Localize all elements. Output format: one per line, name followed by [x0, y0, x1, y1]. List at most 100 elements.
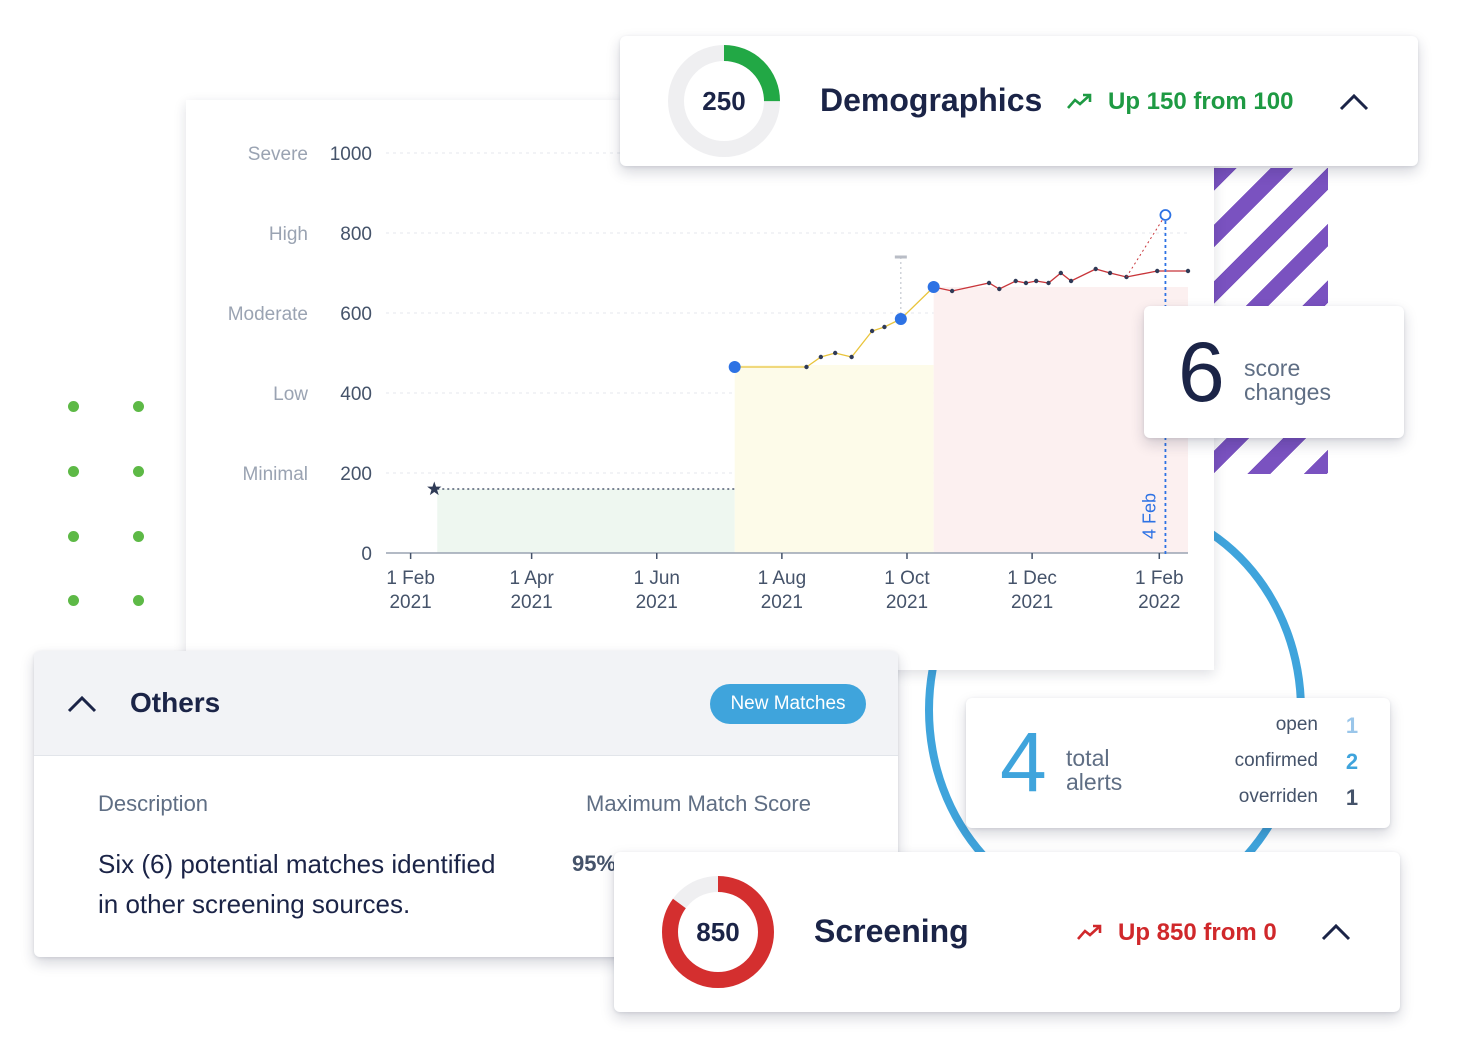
data-point [1034, 278, 1039, 284]
x-tick-label: 1 Oct [884, 568, 930, 589]
others-description-line1: Six (6) potential matches identified [98, 849, 496, 879]
y-level-label: Severe [248, 144, 308, 165]
data-point [1155, 268, 1160, 274]
series-line [734, 286, 935, 368]
x-tick-label: 1 Aug [758, 568, 807, 589]
y-tick-label: 400 [340, 384, 372, 405]
dot [133, 401, 144, 412]
alert-overriden-label: overriden [1238, 786, 1318, 807]
total-alerts-label-line2: alerts [1066, 769, 1123, 795]
chevron-up-icon[interactable] [1320, 922, 1352, 942]
dot [68, 595, 79, 606]
data-point [986, 280, 992, 286]
x-tick-label: 1 Feb [1135, 568, 1184, 589]
max-match-score-value: 95% [572, 851, 617, 876]
x-tick-label: 2021 [1011, 592, 1053, 613]
x-tick-label: 1 Jun [634, 568, 680, 589]
y-tick-label: 800 [340, 224, 372, 245]
y-level-label: Moderate [228, 304, 308, 325]
data-point [882, 324, 887, 330]
total-alerts-label-line1: total [1066, 745, 1110, 771]
data-point [949, 288, 955, 294]
screening-trend: Up 850 from 0 [1118, 919, 1277, 946]
screening-score-value: 850 [696, 917, 740, 947]
marker-connector [1126, 214, 1166, 278]
data-point [804, 364, 809, 370]
start-star-icon [427, 481, 442, 496]
data-point [833, 350, 838, 356]
alert-open-label: open [1275, 714, 1318, 735]
y-level-label: High [269, 224, 308, 245]
y-level-label: Minimal [243, 464, 308, 485]
x-tick-label: 2021 [886, 592, 928, 613]
alert-overriden-value: 1 [1345, 785, 1359, 810]
score-changes-label-line2: changes [1244, 379, 1331, 405]
y-tick-label: 0 [361, 544, 372, 565]
score-band [437, 489, 735, 553]
demographics-title: Demographics [820, 82, 1043, 118]
data-point [1068, 278, 1074, 284]
trend-up-icon [1067, 93, 1092, 109]
x-tick-label: 2021 [761, 592, 803, 613]
data-point [1093, 266, 1098, 272]
data-point [869, 328, 875, 334]
trend-up-icon [1077, 924, 1102, 940]
total-alerts-card: 4 total alerts open 1 confirmed 2 overri… [966, 698, 1390, 828]
highlight-point [894, 313, 907, 325]
score-band [734, 365, 934, 553]
demographics-score-card: 250 Demographics Up 150 from 100 [620, 36, 1418, 166]
data-point [1058, 270, 1064, 276]
chevron-up-icon[interactable] [66, 694, 98, 714]
y-tick-label: 200 [340, 464, 372, 485]
x-tick-label: 1 Dec [1007, 568, 1057, 589]
alert-open-value: 1 [1345, 713, 1359, 738]
score-changes-label-line1: score [1244, 355, 1301, 381]
dot [68, 401, 79, 412]
demographics-score-value: 250 [702, 86, 746, 116]
highlight-point [927, 281, 940, 293]
screening-title: Screening [814, 913, 969, 949]
chevron-up-icon[interactable] [1338, 92, 1370, 112]
x-tick-label: 2021 [636, 592, 678, 613]
highlight-point [728, 361, 741, 373]
alert-confirmed-value: 2 [1345, 749, 1359, 774]
data-point [1023, 280, 1029, 286]
others-description-line2: in other screening sources. [98, 889, 411, 919]
new-matches-badge[interactable]: New Matches [710, 684, 866, 724]
demographics-trend: Up 150 from 100 [1108, 88, 1294, 115]
data-point [1185, 268, 1191, 274]
demographics-score-ring [668, 45, 780, 157]
score-changes-card: 6 score changes [1144, 306, 1404, 438]
dot [133, 466, 144, 477]
total-alerts-count: 4 [1000, 715, 1047, 809]
x-tick-label: 2021 [389, 592, 431, 613]
screening-score-ring [662, 876, 774, 988]
score-history-chart-card: 0 200 400 600 800 1000 Minimal Low Moderate High S… [186, 100, 1214, 670]
x-tick-label: 2022 [1138, 592, 1180, 613]
max-match-score-column-header: Maximum Match Score [586, 791, 811, 816]
description-column-header: Description [98, 791, 209, 816]
data-point [1046, 280, 1051, 286]
alert-confirmed-label: confirmed [1234, 750, 1318, 771]
data-point [1013, 278, 1018, 284]
current-marker-point [1159, 209, 1172, 221]
others-title: Others [130, 687, 221, 718]
dot [68, 466, 79, 477]
data-point [818, 354, 824, 360]
dot [133, 531, 144, 542]
x-tick-label: 2021 [510, 592, 552, 613]
score-changes-count: 6 [1178, 325, 1225, 419]
others-header[interactable]: Others New Matches [34, 651, 898, 756]
y-tick-label: 1000 [330, 144, 372, 165]
x-tick-label: 1 Feb [386, 568, 435, 589]
dot [133, 595, 144, 606]
screening-score-card: 850 Screening Up 850 from 0 [614, 852, 1400, 1012]
score-history-chart: 0 200 400 600 800 1000 Minimal Low Moderate High S… [228, 144, 1191, 613]
y-level-label: Low [273, 384, 308, 405]
dot [68, 531, 79, 542]
data-point [997, 286, 1002, 292]
y-tick-label: 600 [340, 304, 372, 325]
data-point [1107, 270, 1113, 276]
x-tick-label: 1 Apr [509, 568, 554, 589]
data-point [849, 354, 854, 360]
